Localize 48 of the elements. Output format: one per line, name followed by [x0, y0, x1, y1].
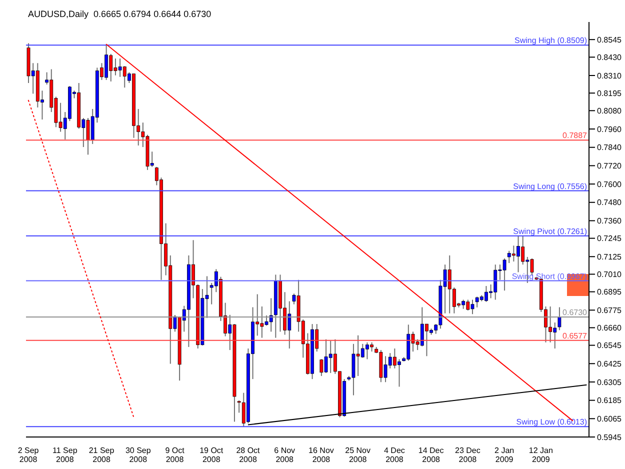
ref-line-label: Swing Long (0.7556) [513, 182, 588, 191]
ref-line-label: 0.6730 [562, 308, 588, 318]
y-tick-label: 0.6305 [597, 378, 622, 387]
y-tick-label: 0.7480 [597, 198, 622, 208]
x-tick-label: 25 Nov 2008 [345, 446, 371, 464]
y-tick-label: 0.6425 [597, 359, 622, 368]
y-tick-label: 0.7125 [597, 252, 622, 262]
y-tick-label: 0.6775 [597, 306, 622, 315]
x-tick-label: 21 Sep 2008 [88, 446, 115, 464]
y-tick-label: 0.6065 [597, 414, 622, 424]
y-tick-label: 0.7840 [597, 143, 622, 152]
x-tick-label: 11 Sep 2008 [52, 446, 78, 464]
ref-line-label: Swing High (0.8509) [514, 36, 588, 46]
y-tick-label: 0.6895 [597, 288, 622, 297]
x-tick-label: 14 Dec 2008 [418, 446, 444, 464]
y-tick-label: 0.7010 [597, 270, 622, 280]
y-tick-label: 0.8430 [597, 52, 622, 62]
x-tick-label: 30 Sep 2008 [125, 446, 152, 464]
y-tick-label: 0.7960 [597, 124, 622, 134]
y-tick-label: 0.5945 [597, 432, 622, 442]
ref-line-label: Swing Pivot (0.7261) [513, 226, 588, 236]
ref-line-label: 0.6577 [562, 331, 588, 340]
y-tick-label: 0.8080 [597, 106, 622, 116]
candlestick [558, 306, 562, 331]
y-tick-label: 0.7245 [597, 234, 622, 244]
candlestick [237, 400, 241, 414]
y-tick-label: 0.8545 [597, 35, 622, 44]
x-tick-label: 28 Oct 2008 [236, 446, 261, 464]
y-tick-label: 0.7360 [597, 216, 622, 226]
x-tick-label: 23 Dec 2008 [455, 446, 480, 464]
y-tick-label: 0.6545 [597, 341, 622, 350]
x-tick-label: 2 Sep 2008 [18, 446, 40, 464]
ref-line-label: Swing Low (0.6013) [516, 418, 588, 427]
y-tick-label: 0.8195 [597, 88, 622, 98]
x-tick-label: 12 Jan 2009 [528, 446, 553, 464]
y-tick-label: 0.7720 [597, 162, 622, 171]
x-tick-label: 9 Oct 2008 [165, 446, 186, 464]
y-tick-label: 0.6185 [597, 396, 622, 406]
x-tick-label: 6 Nov 2008 [274, 446, 296, 464]
x-tick-label: 16 Nov 2008 [308, 446, 334, 464]
x-tick-label: 4 Dec 2008 [384, 446, 405, 464]
x-tick-label: 19 Oct 2008 [200, 446, 224, 464]
y-tick-label: 0.6660 [597, 324, 622, 333]
chart-title: AUDUSD,Daily 0.6665 0.6794 0.6644 0.6730 [28, 9, 212, 19]
y-tick-label: 0.8310 [597, 71, 622, 80]
y-tick-label: 0.7600 [597, 180, 622, 189]
ref-line-label: 0.7887 [562, 131, 588, 140]
x-tick-label: 2 Jan 2009 [494, 446, 514, 464]
